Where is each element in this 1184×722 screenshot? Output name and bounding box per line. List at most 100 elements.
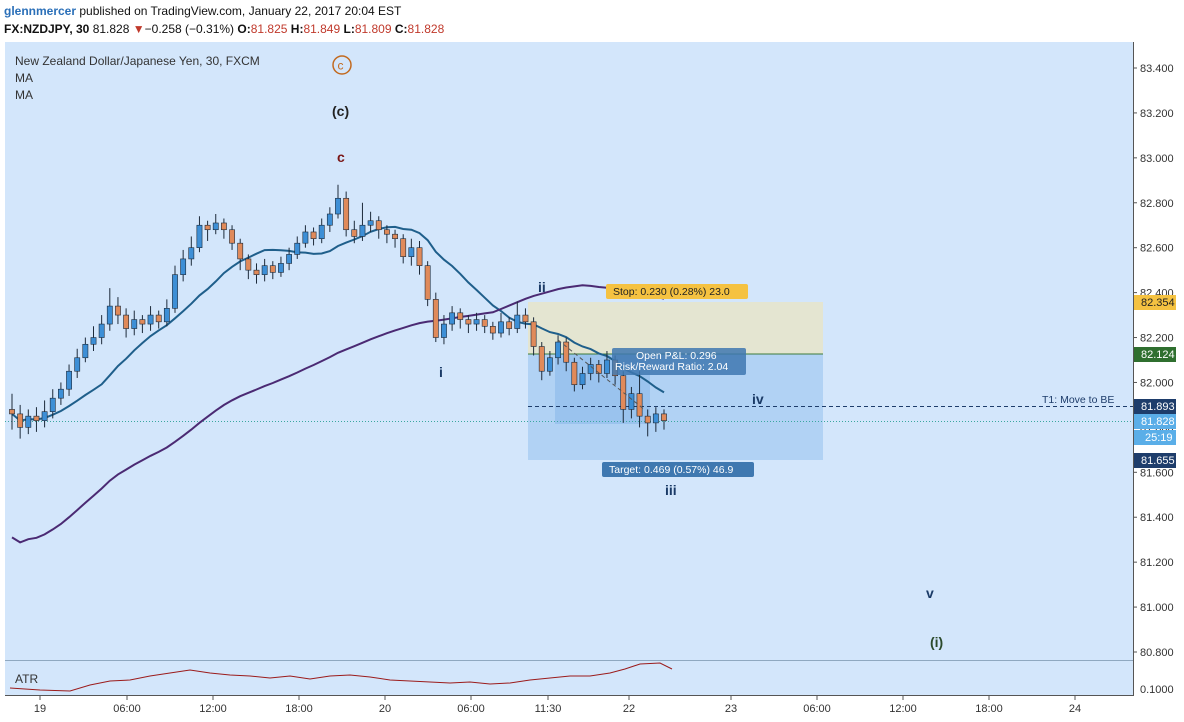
candle[interactable] [278,256,284,277]
target-label[interactable]: Target: 0.469 (0.57%) 46.9 [602,462,754,477]
stop-zone[interactable] [528,302,823,354]
target-price-text: 81.655 [1141,455,1175,467]
candle-body [245,258,252,271]
candle[interactable] [538,342,545,381]
candle[interactable] [41,400,48,428]
pnl-info-box[interactable]: Open P&L: 0.296 Risk/Reward Ratio: 2.04 [612,348,746,375]
candle[interactable] [351,220,358,244]
candle[interactable] [261,258,268,282]
candle[interactable] [563,337,570,372]
candle[interactable] [424,261,431,307]
candle[interactable] [196,216,203,253]
candle[interactable] [530,317,537,356]
candle[interactable] [465,315,472,334]
legend-ma-1[interactable]: MA [15,71,33,85]
candle[interactable] [620,371,627,423]
candle[interactable] [163,299,170,327]
candle[interactable] [229,225,235,250]
candle[interactable] [212,214,219,235]
candle[interactable] [155,310,162,329]
candle[interactable] [392,229,398,248]
candle[interactable] [514,301,521,334]
candle[interactable] [522,308,529,329]
candle[interactable] [221,218,227,239]
candle[interactable] [74,348,81,378]
candle[interactable] [326,207,333,232]
candle[interactable] [310,227,317,246]
candle[interactable] [481,315,488,334]
candle[interactable] [318,218,325,244]
candle[interactable] [473,312,480,331]
candle[interactable] [9,393,15,430]
candle[interactable] [335,184,341,219]
candle[interactable] [172,265,178,313]
countdown-text: 25:19 [1145,432,1173,444]
candle-body [221,222,227,231]
candle[interactable] [432,292,439,343]
stop-label[interactable]: Stop: 0.230 (0.28%) 23.0 [606,284,748,299]
candle[interactable] [506,317,513,336]
candle[interactable] [17,404,24,439]
ma-fast-line[interactable] [11,225,665,422]
candle[interactable] [147,306,154,331]
candle[interactable] [359,202,366,241]
last-price-badge: 81.828 [1134,414,1176,429]
candle[interactable] [294,236,301,259]
candle[interactable] [98,315,105,345]
candle[interactable] [253,263,260,284]
candle[interactable] [286,247,292,271]
candle[interactable] [375,216,382,239]
ma-slow-line[interactable] [11,284,665,544]
candle-body [106,305,113,325]
atr-pane[interactable] [5,661,1133,695]
candle[interactable] [123,308,129,338]
candle[interactable] [25,409,32,435]
candle-body [375,220,382,231]
candle[interactable] [652,407,659,432]
high-value: 81.849 [303,22,341,36]
candle[interactable] [33,407,40,432]
candle[interactable] [498,312,504,338]
atr-label[interactable]: ATR [15,672,38,686]
candle[interactable] [595,360,602,383]
candle[interactable] [416,240,423,275]
candle[interactable] [106,288,113,331]
candle[interactable] [636,371,643,428]
candle[interactable] [579,366,586,390]
legend-title[interactable]: New Zealand Dollar/Japanese Yen, 30, FXC… [15,54,260,68]
candle[interactable] [57,382,64,405]
candle[interactable] [66,364,72,396]
candle[interactable] [188,236,195,266]
candle[interactable] [489,321,496,340]
candle[interactable] [115,297,121,325]
candle[interactable] [139,315,146,334]
candle[interactable] [571,357,578,392]
candle[interactable] [90,326,97,352]
candle[interactable] [441,315,447,345]
candle[interactable] [237,238,244,271]
candle[interactable] [408,238,415,266]
candle[interactable] [131,310,138,336]
candle[interactable] [204,220,211,241]
candle[interactable] [661,409,667,430]
legend-ma-2[interactable]: MA [15,88,33,102]
candle[interactable] [245,254,252,280]
candle[interactable] [457,308,464,329]
candle[interactable] [49,389,56,419]
candle[interactable] [82,337,89,363]
candle[interactable] [302,225,309,248]
author-link[interactable]: glennmercer [4,4,77,18]
candle[interactable] [628,386,635,419]
candle[interactable] [546,351,553,376]
candle[interactable] [383,225,390,244]
candle[interactable] [644,409,651,437]
candle[interactable] [604,351,610,378]
candle[interactable] [367,211,374,232]
candle[interactable] [343,191,350,237]
wave-c-circle-icon [332,55,352,75]
candle[interactable] [269,261,276,280]
candle[interactable] [449,306,455,331]
candle[interactable] [180,249,187,282]
candle[interactable] [400,234,407,264]
